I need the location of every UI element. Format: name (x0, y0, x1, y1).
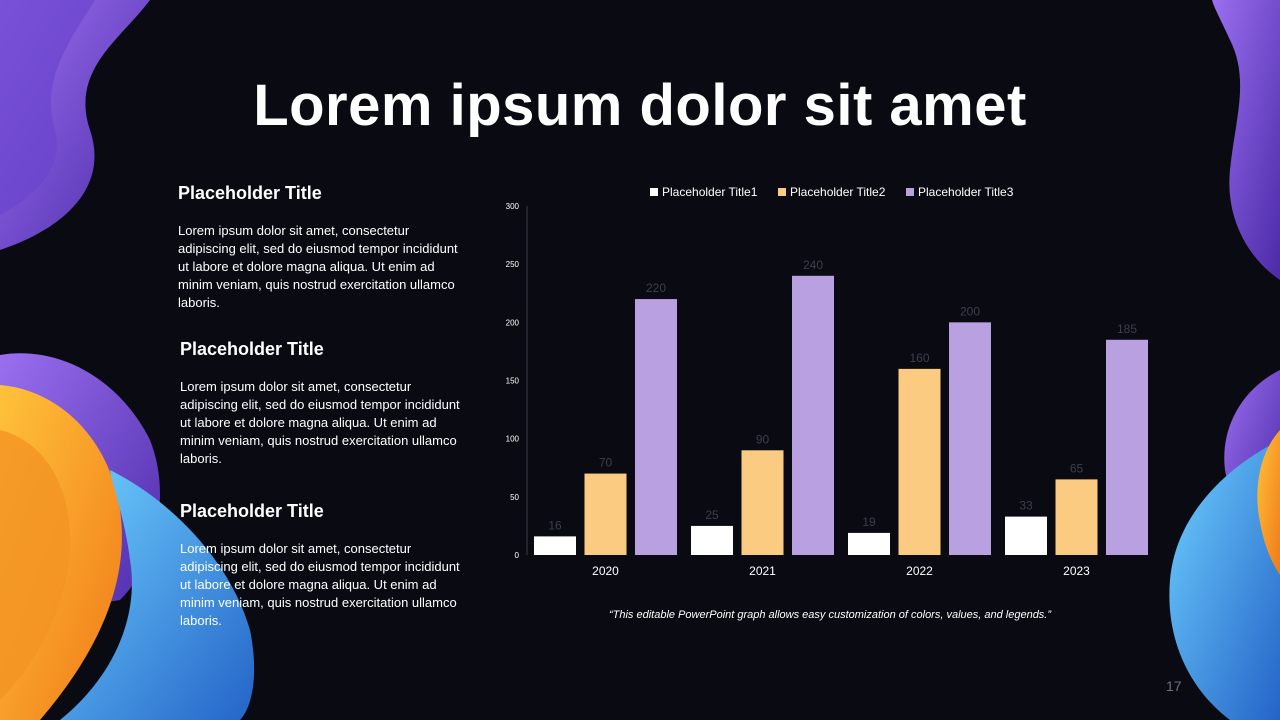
bar (1055, 479, 1098, 555)
bar (584, 473, 627, 555)
block-text: Lorem ipsum dolor sit amet, consectetur … (180, 379, 460, 466)
data-label: 65 (1070, 461, 1084, 475)
data-label: 33 (1019, 499, 1033, 513)
x-tick-label: 2020 (592, 564, 619, 578)
y-tick-label: 100 (506, 435, 520, 444)
legend-swatch (778, 188, 786, 196)
data-label: 90 (756, 432, 770, 446)
text-block-1: Placeholder Title Lorem ipsum dolor sit … (178, 183, 468, 312)
wave-top-right (1212, 0, 1280, 280)
wave-bottom-left-blue (60, 470, 255, 720)
x-tick-label: 2023 (1063, 564, 1090, 578)
bar (1005, 516, 1047, 555)
legend-swatch (906, 188, 914, 196)
text-block-3: Placeholder Title Lorem ipsum dolor sit … (180, 501, 470, 630)
y-tick-label: 200 (506, 318, 520, 327)
y-tick-label: 0 (515, 551, 520, 560)
block-title: Placeholder Title (180, 339, 324, 359)
bar (848, 532, 890, 555)
bar (635, 299, 677, 555)
data-label: 160 (909, 351, 929, 365)
legend-label: Placeholder Title3 (918, 185, 1014, 199)
legend-label: Placeholder Title1 (662, 185, 758, 199)
bar (534, 536, 576, 555)
bar (792, 275, 834, 555)
block-title: Placeholder Title (178, 183, 322, 203)
data-label: 25 (705, 508, 719, 522)
legend-swatch (650, 188, 658, 196)
data-label: 220 (646, 281, 666, 295)
page-number: 17 (1166, 678, 1182, 694)
wave-right-blue (1169, 440, 1280, 720)
block-title: Placeholder Title (180, 501, 324, 521)
y-tick-label: 150 (506, 377, 520, 386)
y-tick-label: 50 (510, 493, 519, 502)
bar (741, 450, 784, 555)
bar (949, 322, 991, 555)
data-label: 200 (960, 304, 980, 318)
block-text: Lorem ipsum dolor sit amet, consectetur … (180, 541, 460, 628)
wave-right-orange (1257, 430, 1280, 575)
data-label: 16 (548, 518, 562, 532)
data-label: 240 (803, 258, 823, 272)
y-tick-label: 250 (506, 260, 520, 269)
legend-label: Placeholder Title2 (790, 185, 886, 199)
bar (691, 525, 733, 555)
x-tick-label: 2021 (749, 564, 776, 578)
block-text: Lorem ipsum dolor sit amet, consectetur … (178, 223, 458, 310)
text-block-2: Placeholder Title Lorem ipsum dolor sit … (180, 339, 470, 468)
data-label: 185 (1117, 322, 1137, 336)
x-tick-label: 2022 (906, 564, 933, 578)
data-label: 19 (862, 515, 876, 529)
data-label: 70 (599, 456, 613, 470)
bar (1106, 339, 1148, 555)
y-tick-label: 300 (506, 202, 520, 211)
bar (898, 368, 941, 555)
slide-title: Lorem ipsum dolor sit amet (253, 73, 1027, 138)
bar-chart: 0 50 100 150 200 250 300 16 70 220 2020 25 90 240 2021… (506, 185, 1148, 578)
chart-caption: “This editable PowerPoint graph allows e… (608, 609, 1052, 621)
